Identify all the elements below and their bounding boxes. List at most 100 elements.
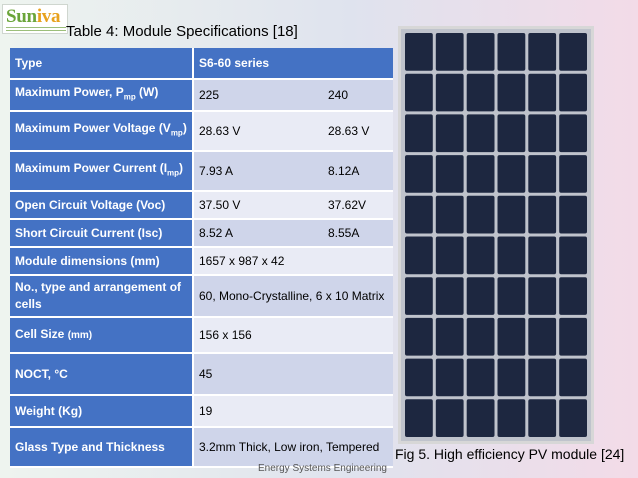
solar-cell [528, 73, 557, 112]
solar-cell [497, 317, 526, 356]
row-value-2: 8.12A [323, 151, 393, 192]
solar-cell [559, 33, 587, 71]
solar-cell [405, 114, 433, 153]
table-row: Type S6-60 series [10, 48, 393, 80]
solar-cell [435, 399, 464, 437]
table-row: Short Circuit Current (Isc) 8.52 A 8.55A [10, 219, 393, 248]
row-label: Glass Type and Thickness [10, 427, 194, 468]
solar-cell [466, 358, 495, 397]
solar-cell [559, 195, 587, 234]
solar-cell [405, 155, 433, 193]
row-label: Weight (Kg) [10, 395, 194, 428]
logo-underline [6, 27, 66, 31]
solar-cell [435, 317, 464, 356]
solar-cell [466, 277, 495, 315]
solar-cell [435, 236, 464, 275]
solar-cell [497, 358, 526, 397]
table-row: NOCT, °C 45 [10, 353, 393, 396]
solar-cell [528, 399, 557, 437]
row-label: Maximum Power Current (Imp) [10, 151, 194, 192]
table-row: Cell Size (mm) 156 x 156 [10, 317, 393, 354]
solar-cell [435, 114, 464, 153]
row-value-1: 225 [193, 79, 323, 112]
row-label: Maximum Power, Pmp (W) [10, 79, 194, 112]
row-label: Module dimensions (mm) [10, 247, 194, 276]
solar-cell [497, 33, 526, 71]
solar-cell [559, 155, 587, 193]
row-value-2 [323, 48, 393, 80]
row-label: Short Circuit Current (Isc) [10, 219, 194, 248]
row-label: Cell Size (mm) [10, 317, 194, 354]
solar-cell [466, 73, 495, 112]
figure-caption: Fig 5. High efficiency PV module [24] [395, 446, 625, 462]
solar-cell [559, 277, 587, 315]
row-value-1: 8.52 A [193, 219, 323, 248]
solar-cell [528, 277, 557, 315]
solar-cell [435, 33, 464, 71]
logo-word-accent: iva [36, 6, 61, 27]
row-value-1: 28.63 V [193, 111, 323, 152]
row-value-2: 37.62V [323, 191, 393, 220]
solar-cell [466, 236, 495, 275]
table-row: Glass Type and Thickness 3.2mm Thick, Lo… [10, 427, 393, 468]
solar-cell [559, 236, 587, 275]
row-value-1: 45 [193, 353, 393, 396]
solar-cell [497, 236, 526, 275]
module-spec-table: Type S6-60 series Maximum Power, Pmp (W)… [10, 48, 393, 468]
pv-module-image [398, 26, 594, 444]
row-value-2: 240 [323, 79, 393, 112]
solar-cell [435, 73, 464, 112]
table-row: Maximum Power, Pmp (W) 225 240 [10, 79, 393, 112]
solar-cell [497, 114, 526, 153]
table-row: Maximum Power Current (Imp) 7.93 A 8.12A [10, 151, 393, 192]
table-row: Module dimensions (mm) 1657 x 987 x 42 [10, 247, 393, 276]
logo-word-main: Sun [6, 6, 37, 27]
solar-cell [405, 277, 433, 315]
solar-cell [466, 155, 495, 193]
solar-cell [497, 155, 526, 193]
solar-cell [405, 73, 433, 112]
solar-cell [466, 33, 495, 71]
table-row: No., type and arrangement of cells 60, M… [10, 275, 393, 318]
solar-cell [405, 399, 433, 437]
solar-cell [466, 195, 495, 234]
table-row: Weight (Kg) 19 [10, 395, 393, 428]
row-value-1: 19 [193, 395, 393, 428]
row-value-2: 28.63 V [323, 111, 393, 152]
solar-cell [559, 399, 587, 437]
solar-cell [405, 358, 433, 397]
row-label: NOCT, °C [10, 353, 194, 396]
solar-cell [405, 317, 433, 356]
solar-cell [466, 317, 495, 356]
solar-cell [559, 73, 587, 112]
solar-cell [497, 73, 526, 112]
solar-cell [435, 277, 464, 315]
table-row: Open Circuit Voltage (Voc) 37.50 V 37.62… [10, 191, 393, 220]
solar-cell [528, 195, 557, 234]
row-label: No., type and arrangement of cells [10, 275, 194, 318]
solar-cell [497, 399, 526, 437]
solar-cell [405, 195, 433, 234]
solar-cell [497, 195, 526, 234]
table-row: Maximum Power Voltage (Vmp) 28.63 V 28.6… [10, 111, 393, 152]
solar-cell [559, 114, 587, 153]
row-value-2: 8.55A [323, 219, 393, 248]
solar-cell [466, 114, 495, 153]
logo-wordmark: Suniva [6, 6, 61, 27]
row-value-1: 1657 x 987 x 42 [193, 247, 393, 276]
table-title: Table 4: Module Specifications [18] [66, 23, 298, 40]
solar-cell [405, 236, 433, 275]
row-label: Type [10, 48, 194, 80]
solar-cell [435, 155, 464, 193]
row-value-1: S6-60 series [193, 48, 323, 80]
row-label: Maximum Power Voltage (Vmp) [10, 111, 194, 152]
row-value-1: 37.50 V [193, 191, 323, 220]
solar-cell [559, 358, 587, 397]
row-label: Open Circuit Voltage (Voc) [10, 191, 194, 220]
solar-cell [528, 33, 557, 71]
solar-cell [435, 195, 464, 234]
solar-cell [528, 358, 557, 397]
solar-cell [528, 317, 557, 356]
row-value-1: 156 x 156 [193, 317, 393, 354]
solar-cell [528, 236, 557, 275]
